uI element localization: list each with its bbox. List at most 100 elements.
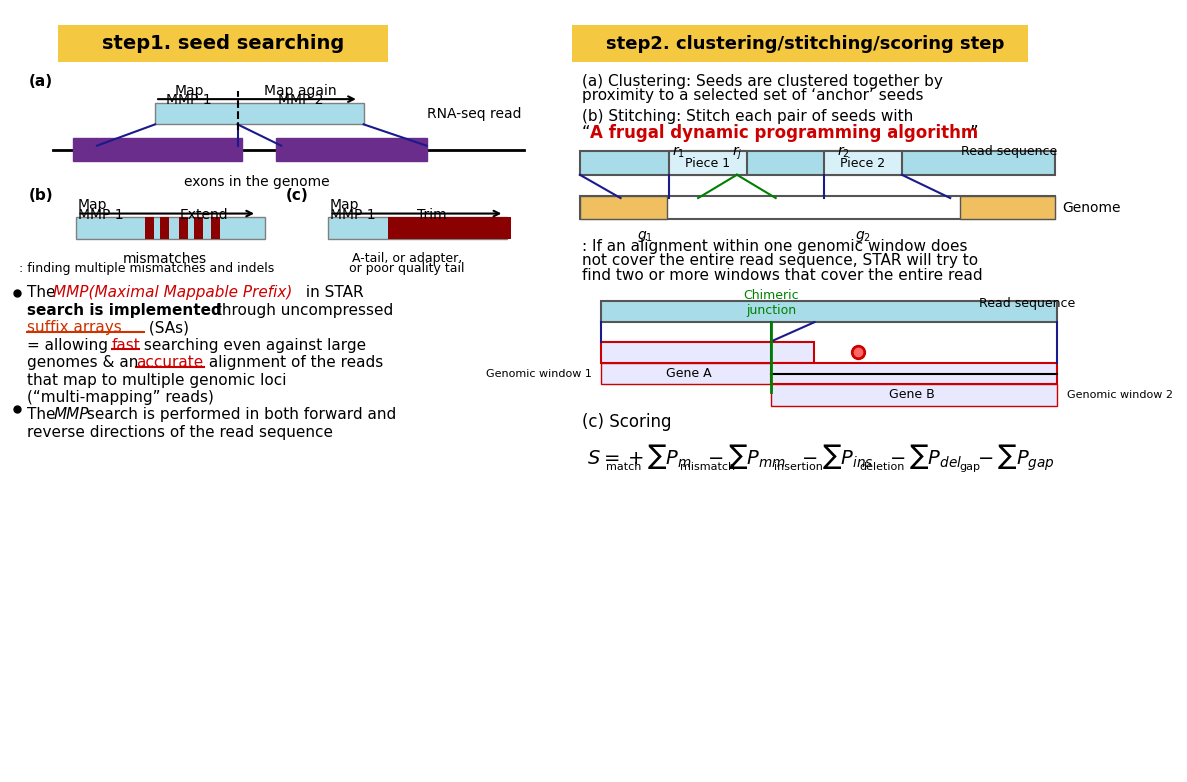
Text: Map: Map xyxy=(330,198,360,212)
Text: reverse directions of the read sequence: reverse directions of the read sequence xyxy=(27,425,334,440)
Bar xyxy=(960,196,1055,220)
Bar xyxy=(770,363,1056,384)
Text: accurate: accurate xyxy=(135,355,203,370)
Text: mismatches: mismatches xyxy=(122,253,207,267)
Text: (b) Stitching: Stitch each pair of seeds with: (b) Stitching: Stitch each pair of seeds… xyxy=(582,109,913,124)
Text: genomes & an: genomes & an xyxy=(27,355,144,370)
Bar xyxy=(474,217,480,239)
Bar xyxy=(58,26,388,63)
Bar xyxy=(484,217,490,239)
Text: Genomic window 1: Genomic window 1 xyxy=(485,368,591,378)
Text: through uncompressed: through uncompressed xyxy=(211,303,394,317)
Text: that map to multiple genomic loci: that map to multiple genomic loci xyxy=(27,372,286,388)
Bar xyxy=(277,138,426,161)
Text: Map: Map xyxy=(77,198,107,212)
Text: find two or more windows that cover the entire read: find two or more windows that cover the … xyxy=(582,268,983,283)
Text: searching even against large: searching even against large xyxy=(139,338,366,353)
Bar xyxy=(388,217,507,239)
Text: (SAs): (SAs) xyxy=(144,320,189,335)
Bar xyxy=(431,217,437,239)
Text: MMP(Maximal Mappable Prefix): MMP(Maximal Mappable Prefix) xyxy=(53,285,293,300)
Bar xyxy=(193,217,203,239)
Bar xyxy=(179,217,188,239)
Text: A frugal dynamic programming algorithm: A frugal dynamic programming algorithm xyxy=(590,124,978,142)
Text: exons in the genome: exons in the genome xyxy=(184,174,330,188)
Text: RNA-seq read: RNA-seq read xyxy=(426,106,521,120)
Text: : finding multiple mismatches and indels: : finding multiple mismatches and indels xyxy=(19,262,274,275)
Text: $g_2$: $g_2$ xyxy=(855,229,871,244)
Text: gap: gap xyxy=(959,462,980,472)
Bar xyxy=(211,217,220,239)
Bar xyxy=(579,152,1055,174)
Bar xyxy=(572,26,1028,63)
Text: or poor quality tail: or poor quality tail xyxy=(349,262,465,275)
Text: fast: fast xyxy=(112,338,140,353)
Text: Chimeric
junction: Chimeric junction xyxy=(743,289,799,317)
Text: (“multi-mapping” reads): (“multi-mapping” reads) xyxy=(27,390,214,405)
Text: not cover the entire read sequence, STAR will try to: not cover the entire read sequence, STAR… xyxy=(582,253,978,268)
Text: MMP 1: MMP 1 xyxy=(330,208,375,222)
Text: proximity to a selected set of ‘anchor’ seeds: proximity to a selected set of ‘anchor’ … xyxy=(582,88,923,103)
Bar xyxy=(410,217,415,239)
Bar xyxy=(601,301,1056,322)
Text: Genomic window 2: Genomic window 2 xyxy=(1067,390,1173,400)
Text: $S = +\sum P_m\ \ -\sum P_{mm}\ \ -\sum P_{ins}\ \ -\sum P_{del}\ \ -\sum P_{gap: $S = +\sum P_m\ \ -\sum P_{mm}\ \ -\sum … xyxy=(586,443,1054,473)
Bar xyxy=(328,217,507,239)
Text: in STAR: in STAR xyxy=(300,285,363,300)
Bar xyxy=(160,217,169,239)
Bar xyxy=(388,217,394,239)
Bar xyxy=(452,217,458,239)
Text: $r_1$: $r_1$ xyxy=(672,145,685,160)
Bar xyxy=(463,217,469,239)
Bar xyxy=(72,138,242,161)
Text: A-tail, or adapter,: A-tail, or adapter, xyxy=(353,253,463,265)
Bar xyxy=(399,217,405,239)
Text: MMP 1: MMP 1 xyxy=(77,208,123,222)
Text: (c): (c) xyxy=(286,188,309,203)
Bar xyxy=(601,363,814,384)
Text: Genome: Genome xyxy=(1061,201,1121,215)
Text: MMP 2: MMP 2 xyxy=(278,93,323,107)
Text: Trim: Trim xyxy=(417,208,446,222)
Bar xyxy=(824,152,902,174)
Text: $r_j$: $r_j$ xyxy=(731,145,742,162)
Text: alignment of the reads: alignment of the reads xyxy=(204,355,383,370)
Text: ”: ” xyxy=(970,124,978,142)
Text: $g_1$: $g_1$ xyxy=(636,229,653,244)
Text: = allowing: = allowing xyxy=(27,338,113,353)
Text: MMP: MMP xyxy=(53,407,89,422)
Text: Extend: Extend xyxy=(179,208,228,222)
Text: : If an alignment within one genomic window does: : If an alignment within one genomic win… xyxy=(582,239,967,254)
Text: step2. clustering/stitching/scoring step: step2. clustering/stitching/scoring step xyxy=(605,35,1004,53)
Bar xyxy=(155,103,363,124)
Bar xyxy=(506,217,510,239)
Bar xyxy=(76,217,265,239)
Bar xyxy=(495,217,501,239)
Bar xyxy=(601,342,814,363)
Text: Read sequence: Read sequence xyxy=(979,297,1075,310)
Text: deletion: deletion xyxy=(859,462,904,472)
Text: (a) Clustering: Seeds are clustered together by: (a) Clustering: Seeds are clustered toge… xyxy=(582,74,942,89)
Bar xyxy=(579,196,667,220)
Text: The: The xyxy=(27,285,61,300)
Bar xyxy=(770,384,1056,406)
Text: The: The xyxy=(27,407,61,422)
Text: (a): (a) xyxy=(30,74,53,89)
Text: (c) Scoring: (c) Scoring xyxy=(582,414,672,432)
Text: search is implemented: search is implemented xyxy=(27,303,222,317)
Text: Piece 1: Piece 1 xyxy=(685,156,730,170)
Text: search is performed in both forward and: search is performed in both forward and xyxy=(82,407,396,422)
Text: Map: Map xyxy=(174,84,204,98)
Text: suffix arrays: suffix arrays xyxy=(27,320,122,335)
Text: “: “ xyxy=(582,124,590,142)
Text: match: match xyxy=(605,462,641,472)
Text: Gene B: Gene B xyxy=(889,389,934,401)
Text: step1. seed searching: step1. seed searching xyxy=(102,34,344,53)
Text: insertion: insertion xyxy=(774,462,823,472)
Bar xyxy=(442,217,447,239)
Text: MMP 1: MMP 1 xyxy=(166,93,212,107)
Bar xyxy=(669,152,747,174)
Bar xyxy=(579,196,1055,220)
Bar xyxy=(146,217,154,239)
Text: Map again: Map again xyxy=(265,84,337,98)
